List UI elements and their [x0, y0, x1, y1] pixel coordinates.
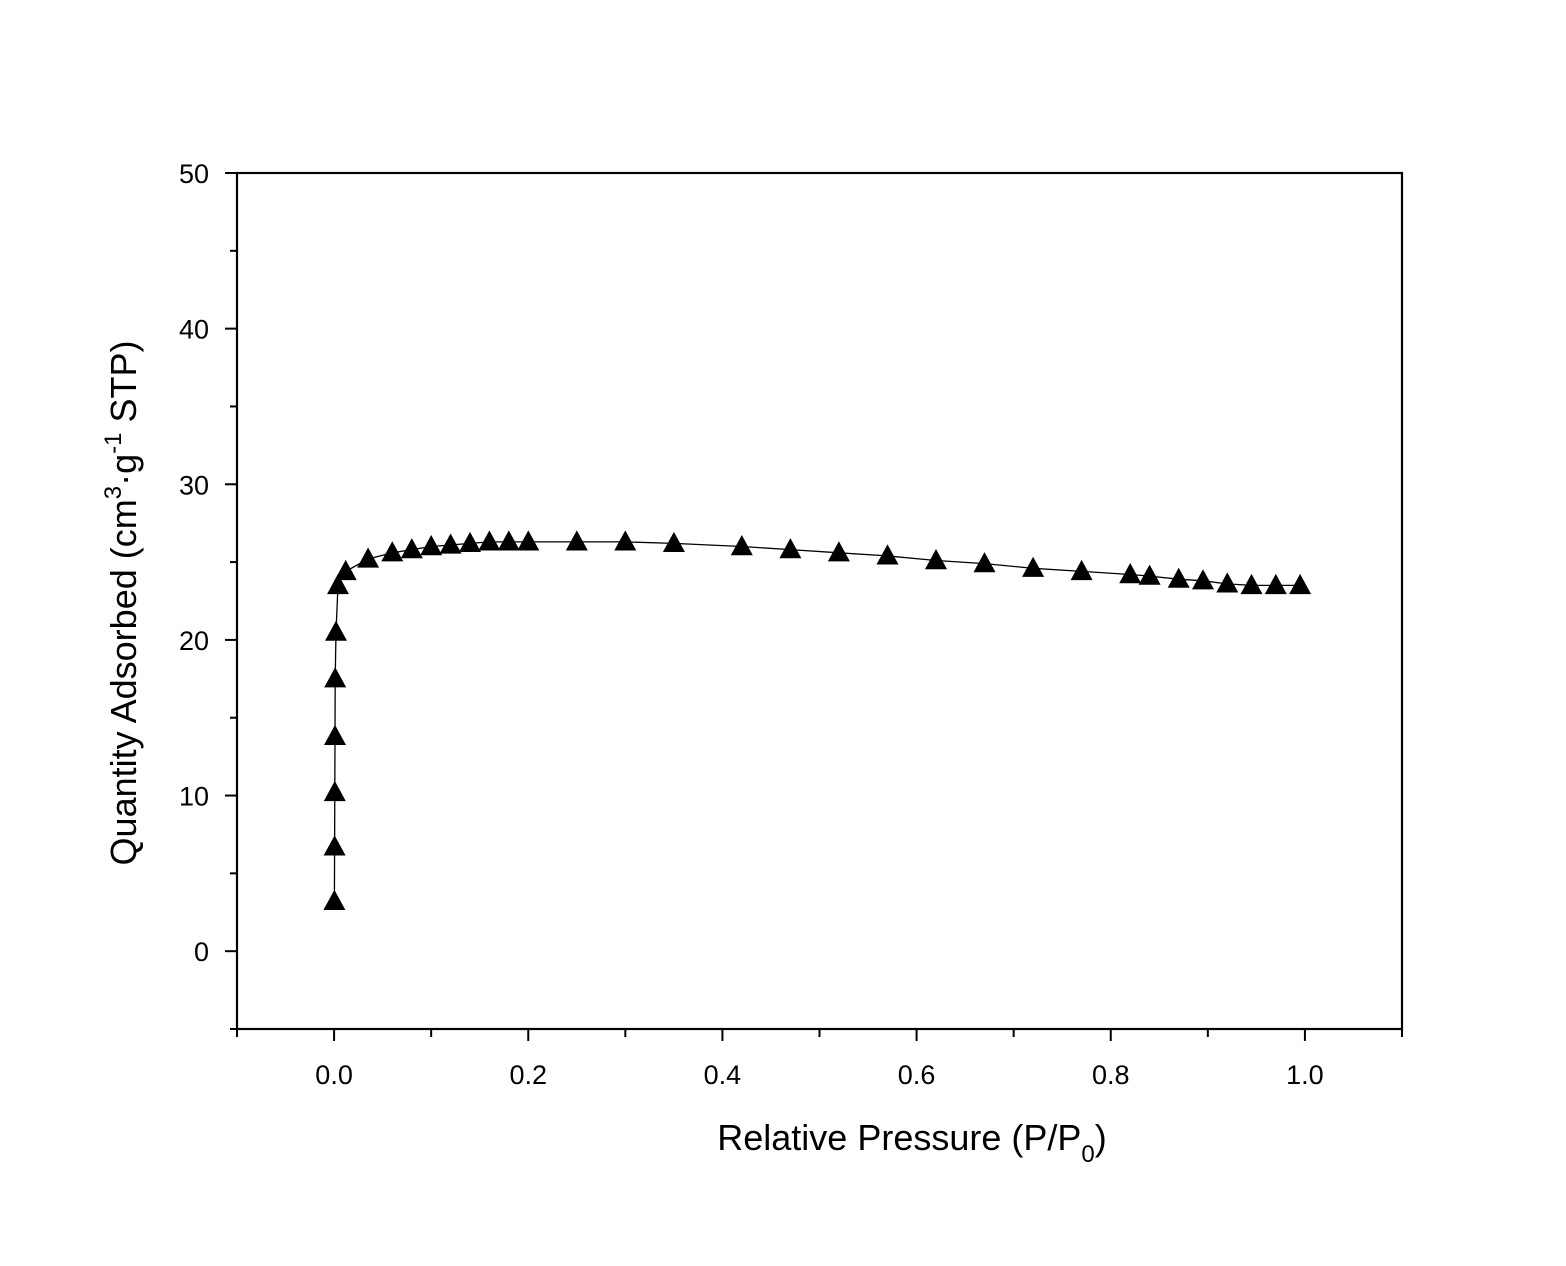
axis-ticks [225, 172, 1403, 1041]
data-point-triangle [478, 530, 501, 551]
y-tick-label: 10 [179, 782, 209, 812]
y-tick-label: 30 [179, 470, 209, 500]
data-point-triangle [324, 724, 346, 745]
data-point-triangle [1289, 573, 1312, 595]
data-point-triangle [1240, 573, 1263, 595]
data-point-triangle [876, 544, 899, 565]
data-point-triangle [323, 780, 346, 802]
x-tick-label: 0.4 [704, 1060, 742, 1090]
data-point-triangle [420, 535, 443, 556]
data-point-triangle [1070, 559, 1093, 581]
data-point-triangle [325, 620, 347, 641]
data-point-triangle [323, 889, 346, 910]
data-point-triangle [334, 559, 357, 581]
data-point-triangle [400, 538, 423, 559]
axis-tick-labels: 0.0 0.2 0.4 0.6 0.8 1.0 0 10 20 30 40 50 [179, 159, 1324, 1090]
data-point-triangle [324, 667, 347, 688]
data-point-triangle [827, 541, 850, 562]
x-axis-title: Relative Pressure (P/P0) [717, 1117, 1107, 1168]
data-point-triangle [973, 552, 996, 573]
data-point-triangle [730, 535, 753, 556]
data-point-triangle [327, 573, 349, 595]
data-point-triangle [779, 538, 802, 559]
data-point-triangle [925, 549, 947, 570]
series-line [333, 541, 1301, 902]
data-point-triangle [1119, 563, 1142, 584]
x-tick-label: 1.0 [1286, 1060, 1324, 1090]
data-point-triangle [1138, 564, 1161, 585]
x-tick-label: 0.0 [315, 1060, 353, 1090]
data-point-triangle [1192, 569, 1214, 590]
data-point-triangle [1022, 556, 1045, 577]
series-markers [323, 530, 1312, 910]
x-tick-label: 0.8 [1092, 1060, 1130, 1090]
y-tick-label: 50 [179, 159, 209, 189]
data-point-triangle [381, 541, 404, 562]
y-tick-label: 20 [179, 626, 209, 656]
data-point-triangle [459, 531, 481, 552]
data-point-triangle [357, 547, 380, 568]
data-point-triangle [1216, 572, 1239, 593]
x-tick-label: 0.6 [898, 1060, 936, 1090]
y-tick-label: 40 [179, 315, 209, 345]
data-point-triangle [565, 530, 588, 551]
data-point-triangle [662, 531, 685, 552]
plot-frame [235, 171, 1404, 1031]
data-point-triangle [439, 533, 462, 554]
x-tick-label: 0.2 [509, 1060, 547, 1090]
data-point-triangle [614, 530, 637, 551]
data-point-triangle [1264, 573, 1287, 595]
data-point-triangle [497, 530, 520, 551]
data-point-triangle [517, 530, 540, 551]
data-point-triangle [1167, 567, 1190, 588]
y-axis-title: Quantity Adsorbed (cm3·g-1 STP) [100, 341, 144, 866]
data-point-triangle [323, 835, 346, 856]
y-tick-label: 0 [194, 937, 209, 967]
